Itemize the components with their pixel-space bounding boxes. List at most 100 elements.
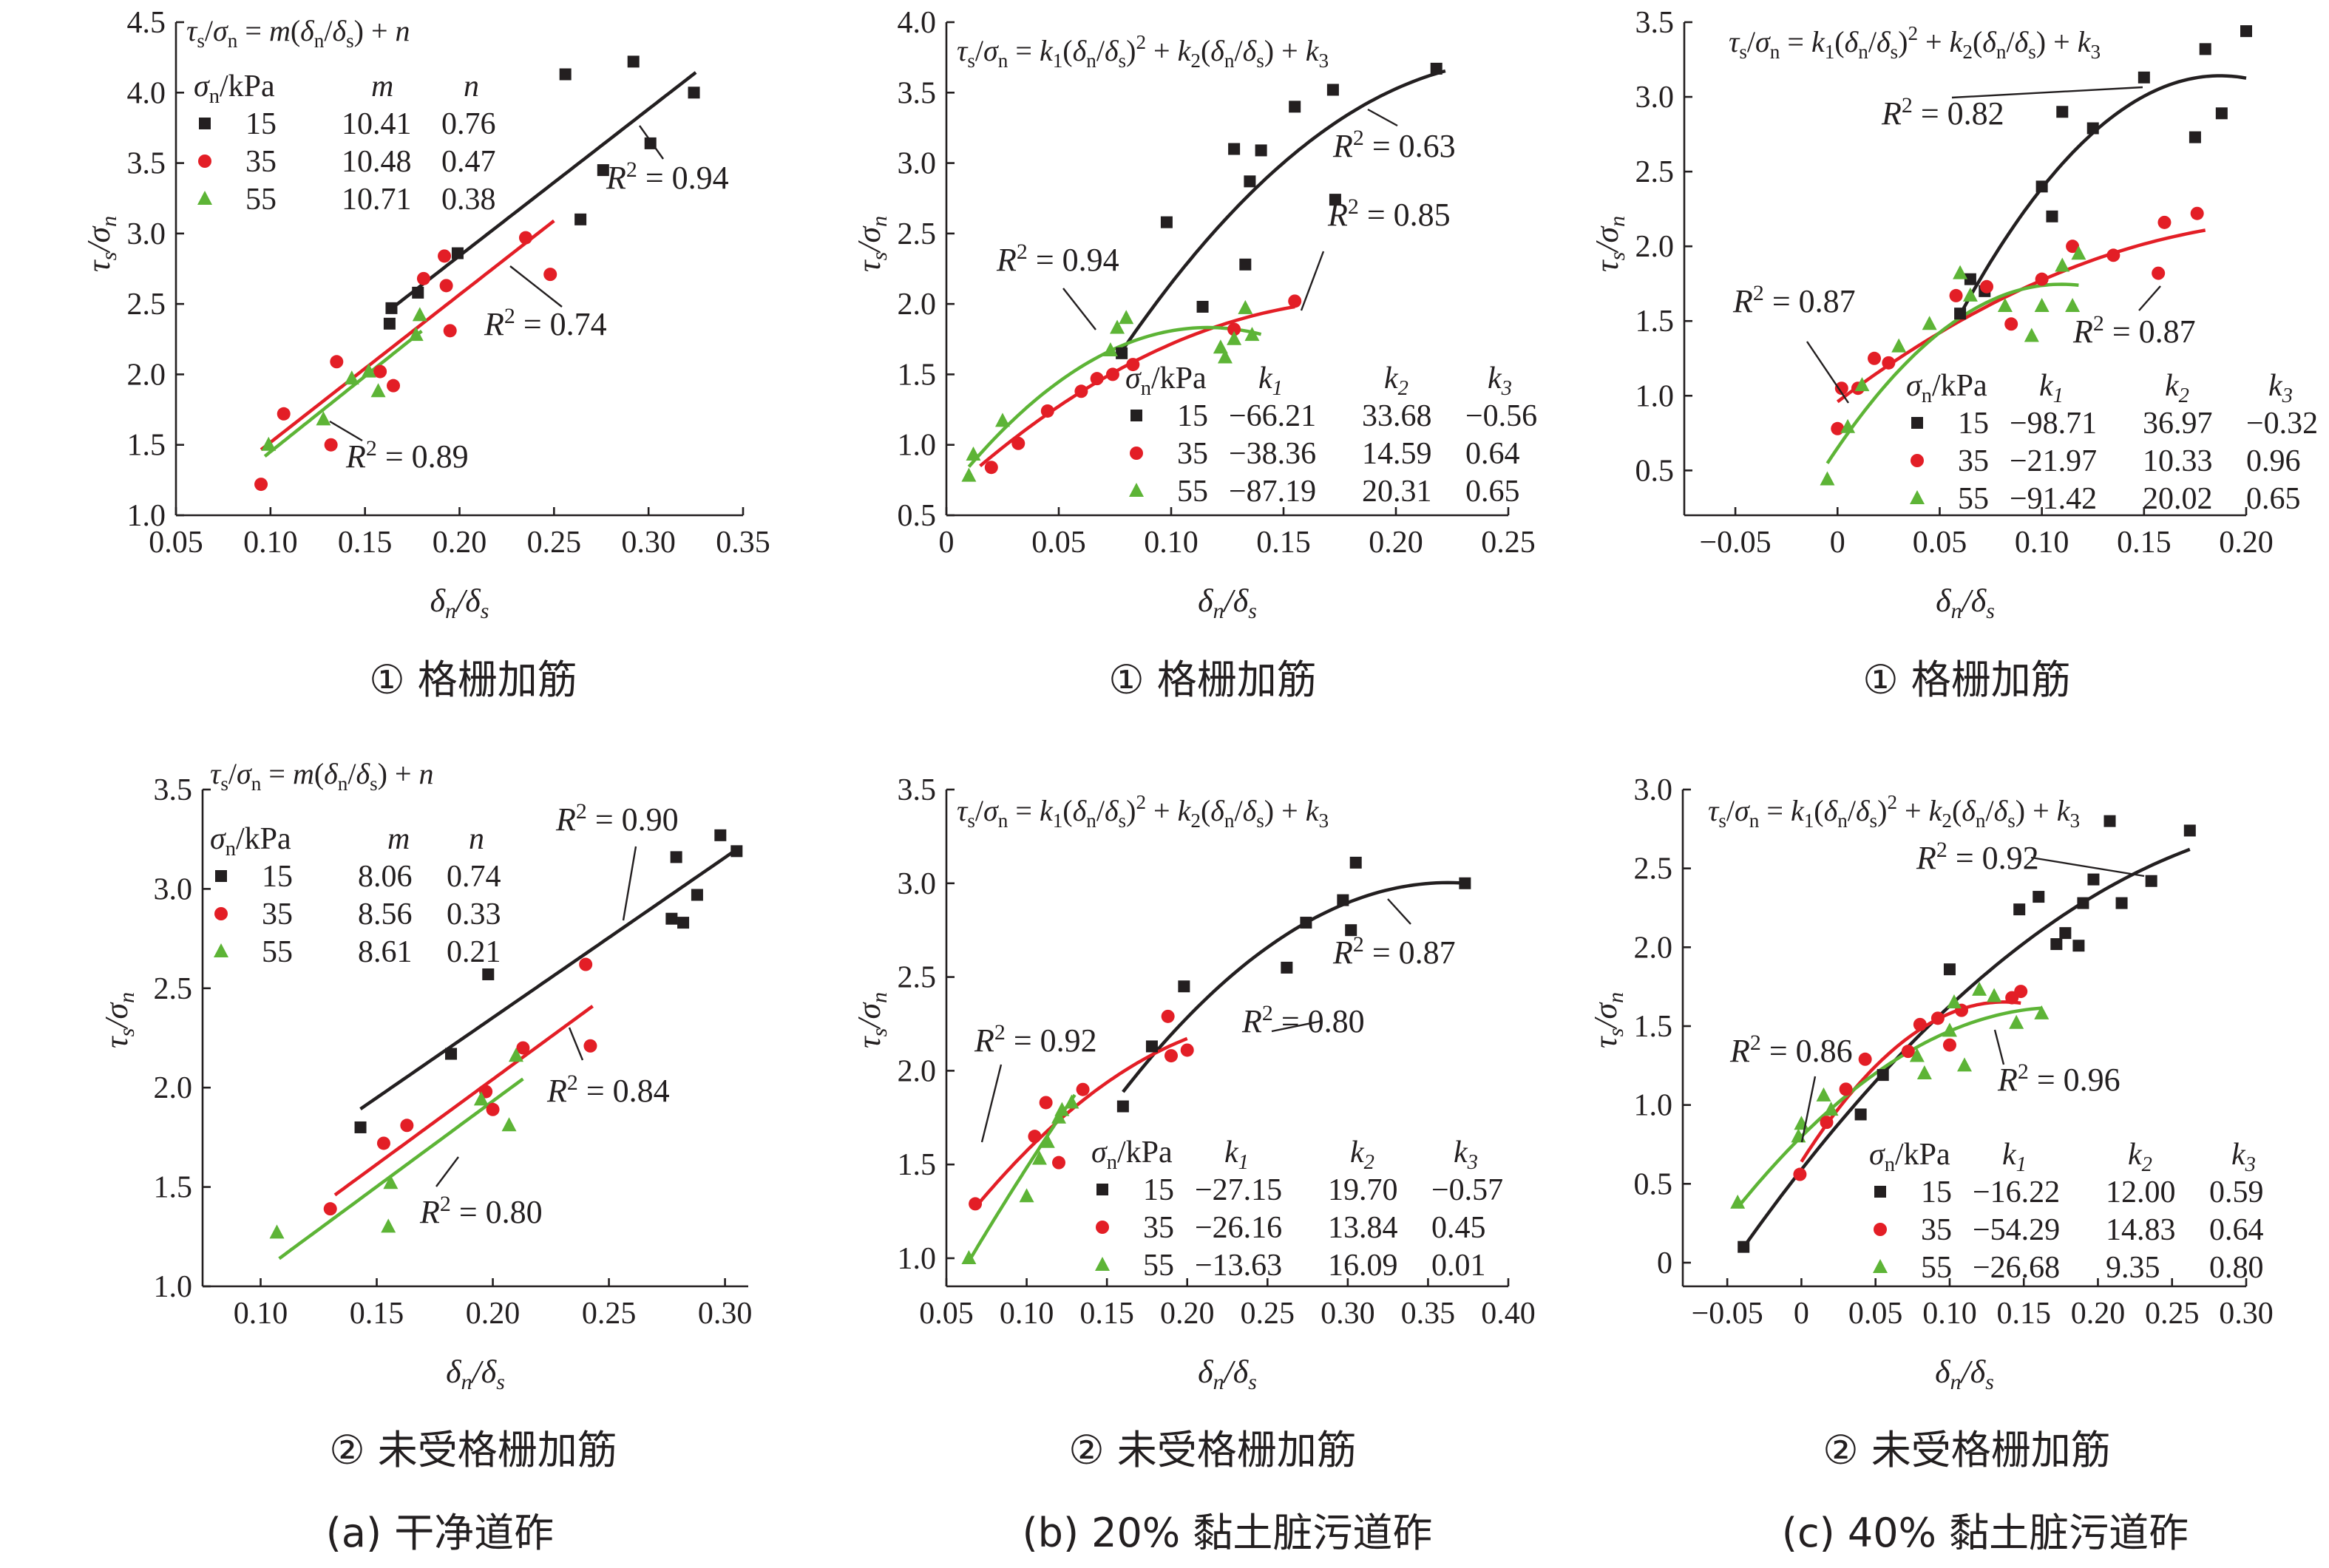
data-point-35	[583, 1039, 597, 1053]
data-point-35	[1834, 381, 1848, 396]
data-point-15	[2183, 824, 2196, 837]
data-point-15	[1877, 1069, 1889, 1082]
r2-leader	[1387, 898, 1411, 925]
data-point-15	[670, 851, 682, 863]
y-tick-label: 2.0	[127, 358, 166, 392]
y-tick-label: 3.0	[154, 872, 193, 906]
y-tick-label: 2.0	[1634, 931, 1673, 965]
data-point-15	[2077, 897, 2089, 909]
data-point-15	[482, 968, 495, 980]
panel-subcaption: ② 未受格栅加筋	[329, 1427, 617, 1473]
data-point-35	[323, 1202, 337, 1216]
legend-cell: −16.22	[1973, 1175, 2060, 1209]
x-tick-label: 0	[1830, 526, 1845, 560]
data-point-35	[1930, 1011, 1945, 1025]
data-point-15	[1964, 273, 1976, 285]
data-point-55	[995, 413, 1010, 427]
y-tick-label: 3.0	[127, 217, 166, 251]
legend-cell: 14.83	[2106, 1213, 2176, 1247]
data-point-15	[2035, 180, 2048, 193]
panel-subcaption: ② 未受格栅加筋	[1068, 1427, 1357, 1473]
y-tick-label: 1.5	[1634, 1010, 1673, 1044]
legend-cell: 0.65	[1465, 475, 1520, 509]
data-point-35	[1868, 351, 1882, 365]
x-tick-label: 0.30	[698, 1297, 753, 1331]
data-point-35	[1882, 356, 1896, 370]
legend-header-0: σn/kPa	[1906, 369, 1987, 407]
legend-marker-35	[1874, 1223, 1887, 1236]
data-point-15	[1345, 924, 1357, 937]
y-axis-label: τs/σn	[81, 216, 121, 272]
legend-cell: 55	[1143, 1249, 1174, 1283]
data-point-55	[1946, 994, 1962, 1008]
x-axis-label: δn/δs	[1198, 583, 1257, 623]
legend-cell: 15	[1143, 1173, 1174, 1207]
fit-line-55	[1736, 1006, 2042, 1209]
fit-line-35	[333, 1005, 594, 1197]
y-tick-label: 4.5	[127, 6, 166, 40]
data-point-55	[269, 1224, 285, 1239]
data-point-35	[438, 249, 452, 263]
fit-line-35	[974, 1036, 1188, 1209]
legend-header-2: k2	[2128, 1138, 2152, 1176]
x-tick-label: −0.05	[1699, 526, 1771, 560]
data-point-15	[1349, 856, 1362, 869]
data-point-15	[354, 1121, 367, 1133]
data-point-55	[2009, 1014, 2024, 1029]
panel-a2: 0.10 0.15 0.20 0.25 0.30 1.0 1.5 2.0 2.5 3.0 3.5 δn…	[98, 757, 752, 1473]
panel-subcaption: ① 格栅加筋	[369, 656, 577, 703]
data-point-35	[516, 1041, 530, 1055]
data-point-35	[2004, 317, 2018, 331]
panel-subcaption: ① 格栅加筋	[1862, 656, 2071, 703]
legend-marker-35	[198, 155, 211, 168]
y-tick-label: 0	[1657, 1246, 1672, 1280]
data-point-55	[1953, 265, 1968, 279]
data-point-55	[1916, 1065, 1932, 1079]
legend-cell: 55	[1921, 1251, 1952, 1285]
data-point-15	[2046, 210, 2058, 223]
r2-label: R2 = 0.63	[1332, 126, 1456, 164]
data-point-35	[1039, 1096, 1053, 1110]
x-tick-label: 0.05	[1031, 526, 1086, 560]
data-point-35	[387, 379, 401, 393]
y-tick-label: 2.0	[898, 288, 937, 322]
x-tick-label: 0	[939, 526, 955, 560]
data-point-15	[1337, 894, 1349, 906]
data-point-35	[1011, 436, 1025, 450]
legend-cell: 13.84	[1328, 1211, 1398, 1245]
r2-leader	[1993, 1029, 2005, 1065]
legend-cell: 35	[1143, 1211, 1174, 1245]
data-point-35	[1161, 1009, 1175, 1023]
data-point-15	[559, 68, 572, 81]
legend-cell: 0.96	[2246, 444, 2301, 478]
legend-header-1: m	[371, 69, 393, 103]
data-point-55	[1957, 1057, 1972, 1072]
legend-cell: 0.33	[447, 897, 501, 931]
data-point-55	[508, 1048, 523, 1062]
x-axis-label: δn/δs	[1936, 583, 1995, 623]
data-point-55	[1962, 287, 1978, 302]
data-point-55	[1823, 1102, 1839, 1116]
y-tick-label: 1.5	[898, 358, 937, 392]
data-point-35	[416, 271, 430, 285]
fit-line-35	[260, 219, 555, 452]
y-tick-label: 0.5	[1634, 1167, 1673, 1201]
legend-header-3: k3	[2268, 369, 2293, 407]
data-point-35	[1901, 1045, 1915, 1059]
data-point-15	[2086, 122, 2099, 135]
fit-formula: τs/σn = k1(δn/δs)2 + k2(δn/δs) + k3	[1729, 22, 2101, 63]
data-point-15	[1160, 216, 1173, 228]
fit-line-55	[1825, 282, 2079, 464]
data-point-35	[518, 231, 532, 245]
data-point-55	[2065, 298, 2081, 313]
x-tick-label: 0	[1794, 1297, 1809, 1331]
data-point-15	[2115, 897, 2128, 909]
legend-cell: 15	[1177, 399, 1208, 433]
x-tick-label: 0.15	[338, 526, 393, 560]
r2-label: R2 = 0.85	[1327, 194, 1451, 233]
data-point-55	[1942, 1022, 1957, 1037]
data-point-55	[1816, 1087, 1831, 1102]
legend-cell: 12.00	[2106, 1175, 2176, 1209]
legend-cell: 35	[245, 145, 277, 179]
